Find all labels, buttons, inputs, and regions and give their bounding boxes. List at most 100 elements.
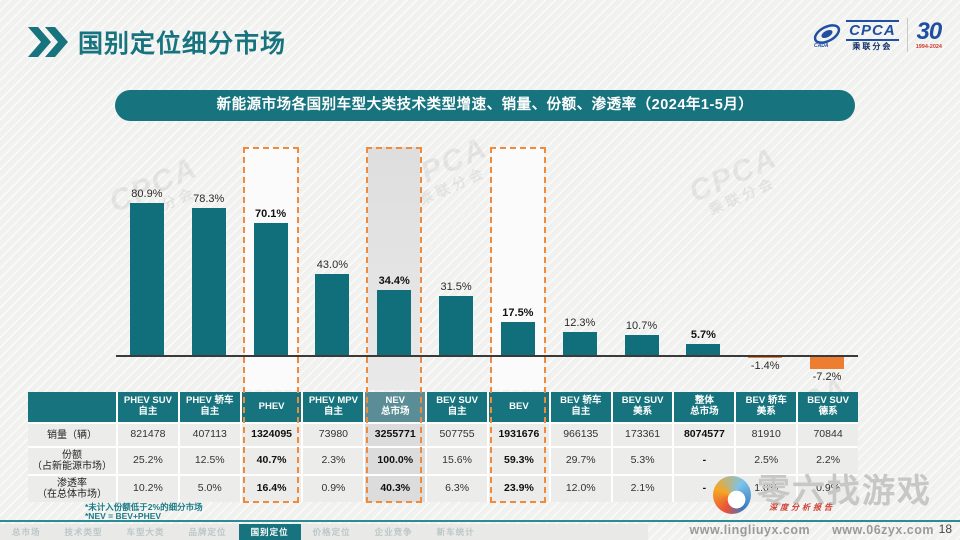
chart-bar-label: -1.4% bbox=[750, 360, 780, 372]
double-chevron-icon bbox=[28, 27, 68, 57]
nav-tab-新车统计[interactable]: 新车统计 bbox=[436, 527, 475, 537]
chart-bar bbox=[686, 344, 721, 355]
table-col-header: 整体 总市场 bbox=[674, 392, 735, 422]
table-cell: 100.0% bbox=[365, 448, 426, 474]
table-cell: 0.9% bbox=[798, 476, 858, 502]
table-row-label: 份额 （占新能源市场） bbox=[28, 448, 116, 474]
table-col-header: BEV 轿车 美系 bbox=[736, 392, 797, 422]
table-cell: 70844 bbox=[798, 424, 858, 446]
chart-bar bbox=[562, 332, 597, 355]
table-cell: 12.5% bbox=[179, 448, 240, 474]
table-cell: 25.2% bbox=[118, 448, 178, 474]
table-cell: 173361 bbox=[612, 424, 673, 446]
nav-tab-技术类型[interactable]: 技术类型 bbox=[64, 527, 103, 537]
footnote-1: *未计入份额低于2%的细分市场 bbox=[85, 502, 203, 512]
page-title: 国别定位细分市场 bbox=[78, 30, 287, 58]
anniversary-logo: 30 1994-2024 bbox=[916, 17, 942, 51]
table-cell: 821478 bbox=[118, 424, 178, 446]
chart-column: 80.9% bbox=[116, 148, 178, 355]
table-col-header: PHEV SUV 自主 bbox=[118, 392, 178, 422]
table-cell: 5.0% bbox=[179, 476, 240, 502]
chart-column: 70.1% bbox=[240, 148, 302, 355]
table-cell: 40.7% bbox=[241, 448, 302, 474]
site-watermark-subtext: 深度分析报告 bbox=[769, 503, 835, 512]
chart-bar-label: 12.3% bbox=[564, 317, 596, 329]
footnote-2: *NEV = BEV+PHEV bbox=[85, 511, 162, 521]
page-header: 国别定位细分市场 bbox=[28, 24, 286, 60]
nav-tab-总市场[interactable]: 总市场 bbox=[12, 527, 41, 537]
table-cell: 5.3% bbox=[612, 448, 673, 474]
table-col-header: BEV SUV 自主 bbox=[427, 392, 487, 422]
table-col-header: BEV bbox=[488, 392, 549, 422]
data-table: PHEV SUV 自主 PHEV 轿车 自主 PHEV PHEV MPV 自主 NEV 总市场 B… bbox=[28, 392, 858, 502]
chart-title-banner: 新能源市场各国别车型大类技术类型增速、销量、份额、渗透率（2024年1-5月） bbox=[115, 90, 855, 121]
table-cell: 10.2% bbox=[118, 476, 178, 502]
chart-bar bbox=[439, 296, 474, 355]
chart-column: -1.4% bbox=[734, 148, 796, 372]
chart-column: -7.2% bbox=[796, 148, 858, 383]
chart-bar bbox=[253, 223, 288, 355]
chart-bar-label: 43.0% bbox=[316, 259, 348, 271]
chart-bar bbox=[377, 290, 412, 355]
chart-bar-label: 34.4% bbox=[378, 275, 410, 287]
chart-column: 12.3% bbox=[549, 148, 611, 355]
nav-tab-国别定位[interactable]: 国别定位 bbox=[238, 524, 301, 540]
chart-bar-label: 70.1% bbox=[254, 208, 287, 220]
nav-tab-品牌定位[interactable]: 品牌定位 bbox=[188, 527, 227, 537]
chart-bar-label: 17.5% bbox=[502, 307, 534, 319]
table-cell: 16.4% bbox=[241, 476, 302, 502]
table-cell: 12.0% bbox=[550, 476, 611, 502]
table-cell: 23.9% bbox=[488, 476, 549, 502]
table-cell: 73980 bbox=[303, 424, 364, 446]
table-cell: 81910 bbox=[736, 424, 797, 446]
table-cell: 0.9% bbox=[303, 476, 364, 502]
table-corner-cell bbox=[28, 392, 116, 422]
table-cell: 1.0% bbox=[736, 476, 797, 502]
table-cell: 2.3% bbox=[303, 448, 364, 474]
table-col-header: NEV 总市场 bbox=[365, 392, 426, 422]
table-col-header: PHEV 轿车 自主 bbox=[179, 392, 240, 422]
table-cell: 2.2% bbox=[798, 448, 858, 474]
chart-column: 43.0% bbox=[301, 148, 363, 355]
table-cell: 2.5% bbox=[736, 448, 797, 474]
footer-url-2[interactable]: www.06zyx.com bbox=[832, 523, 934, 537]
chart-bar-label: -7.2% bbox=[812, 371, 842, 383]
cpca-logo-subtext: 乘联分会 bbox=[852, 41, 893, 51]
table-cell: 966135 bbox=[550, 424, 611, 446]
chart-bar bbox=[315, 274, 350, 355]
chart-column: 17.5% bbox=[487, 148, 549, 355]
nav-tab-车型大类[interactable]: 车型大类 bbox=[126, 527, 165, 537]
table-col-header: PHEV MPV 自主 bbox=[303, 392, 364, 422]
nav-tab-价格定位[interactable]: 价格定位 bbox=[312, 527, 351, 537]
chart-bar-label: 5.7% bbox=[690, 329, 716, 341]
table-cell: 407113 bbox=[179, 424, 240, 446]
chart-column: 10.7% bbox=[611, 148, 673, 355]
table-cell: - bbox=[674, 476, 735, 502]
table-cell: 507755 bbox=[427, 424, 487, 446]
footer-url-1[interactable]: www.lingliuyx.com bbox=[689, 523, 811, 537]
footer-divider-line bbox=[0, 520, 960, 522]
table-cell: 3255771 bbox=[365, 424, 426, 446]
table-cell: 29.7% bbox=[550, 448, 611, 474]
chart-column: 34.4% bbox=[363, 148, 425, 355]
anniversary-30: 30 bbox=[916, 17, 942, 45]
table-cell: 40.3% bbox=[365, 476, 426, 502]
chart-bar-label: 10.7% bbox=[625, 320, 658, 332]
nav-tab-企业竞争[interactable]: 企业竞争 bbox=[374, 527, 413, 537]
chart-column: 78.3% bbox=[178, 148, 240, 355]
page-number: 18 bbox=[938, 522, 952, 536]
table-cell: 2.1% bbox=[612, 476, 673, 502]
cpca-logo-text: CPCA bbox=[846, 19, 899, 41]
chart-column: 31.5% bbox=[425, 148, 487, 355]
cpca-logo: CADA CPCA 乘联分会 bbox=[812, 19, 899, 51]
table-cell: - bbox=[674, 448, 735, 474]
bar-chart: 80.9% 78.3% 70.1% 43.0% 34.4% 31.5% 17.5% 12.3%… bbox=[116, 148, 858, 383]
table-col-header: BEV SUV 美系 bbox=[612, 392, 673, 422]
table-cell: 6.3% bbox=[427, 476, 487, 502]
chart-bar bbox=[500, 322, 535, 355]
chart-bar bbox=[191, 208, 226, 355]
table-cell: 59.3% bbox=[488, 448, 549, 474]
footer-urls: www.lingliuyx.com www.06zyx.com bbox=[690, 523, 934, 537]
chart-bar bbox=[129, 203, 164, 355]
